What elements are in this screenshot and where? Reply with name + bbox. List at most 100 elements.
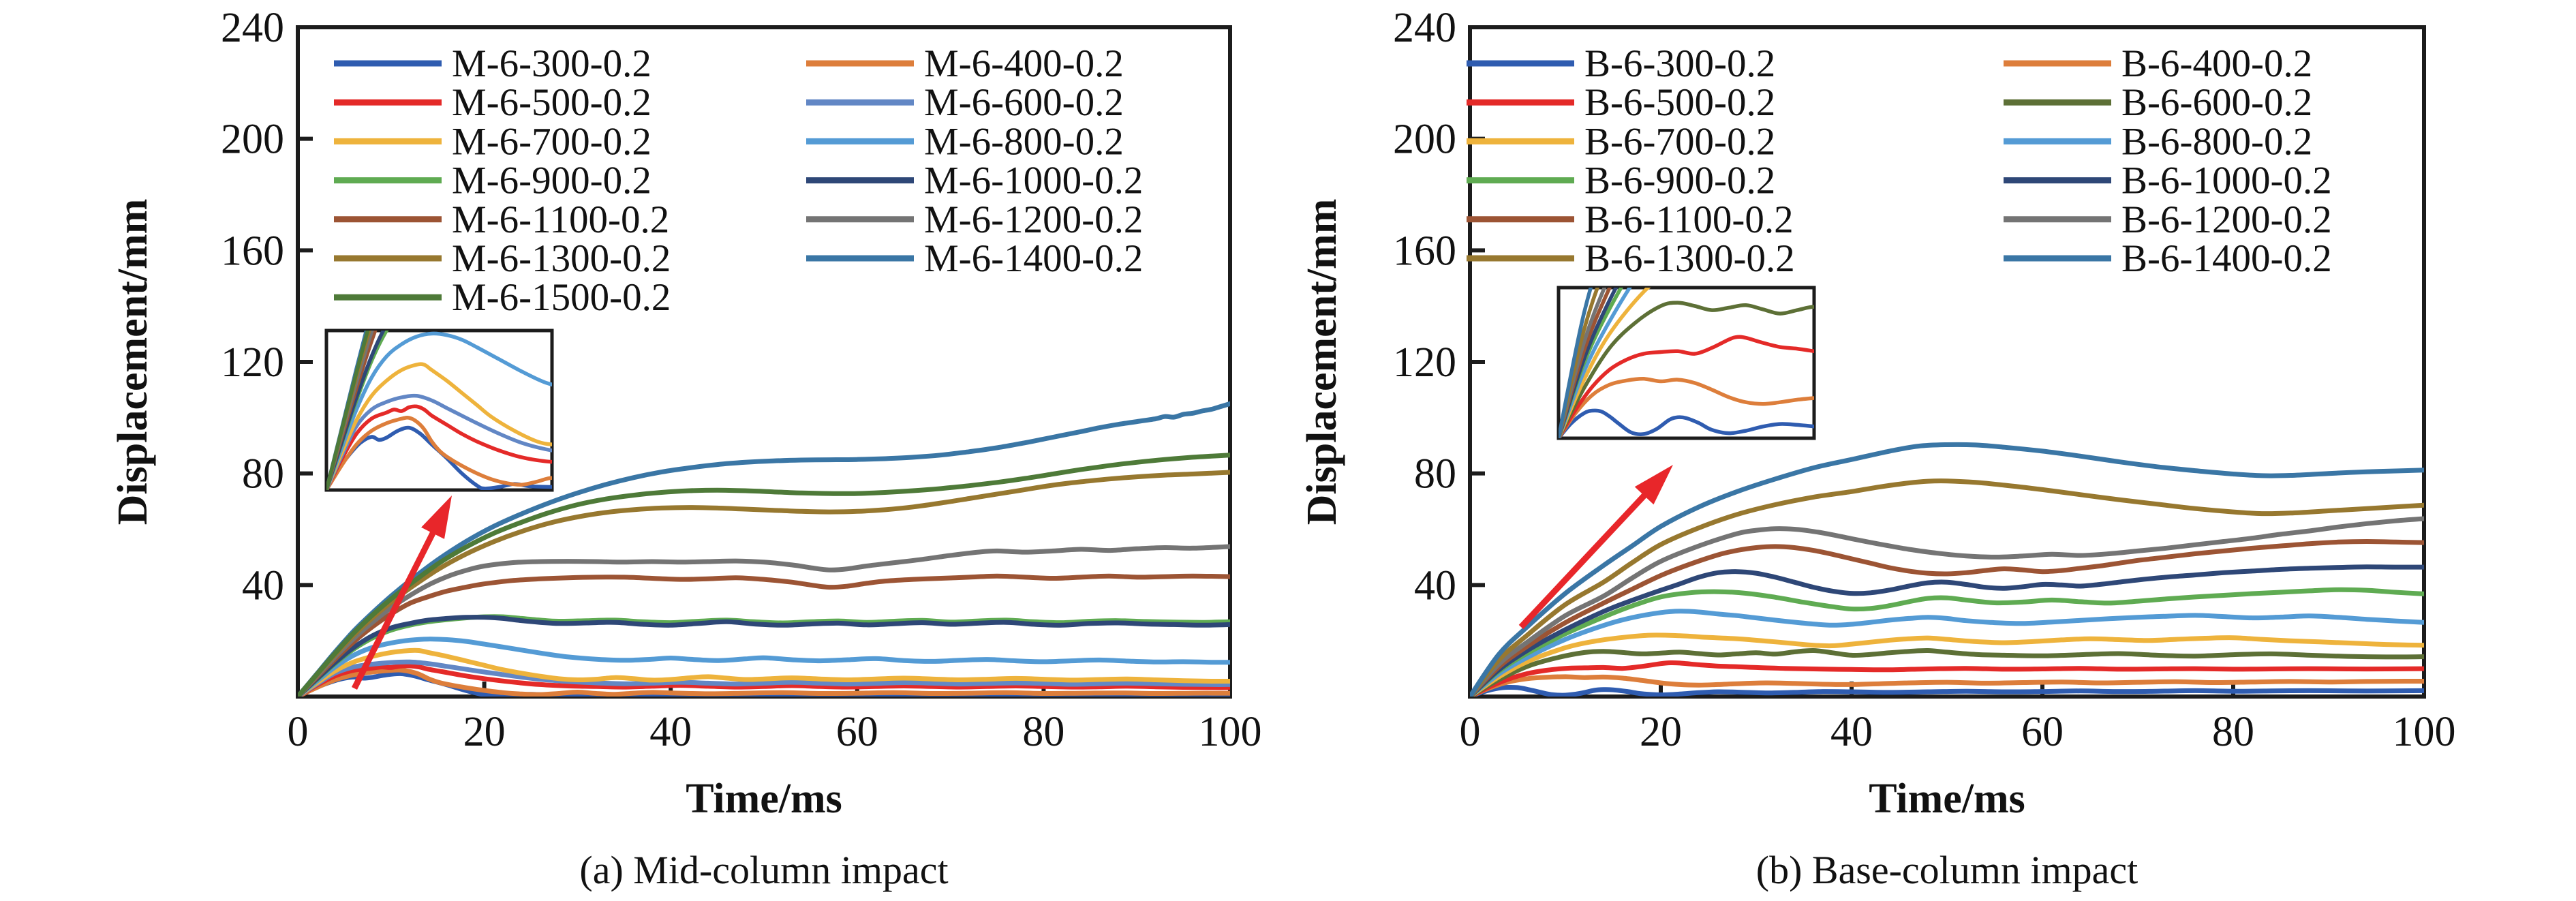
arrow-head: [1634, 465, 1673, 505]
legend: B-6-300-0.2B-6-500-0.2B-6-700-0.2B-6-900…: [1467, 42, 2332, 280]
legend-item: B-6-1000-0.2: [2004, 159, 2332, 202]
series-line-B-6-700-0.2: [1470, 632, 2424, 697]
legend-label: B-6-300-0.2: [1584, 42, 1775, 85]
inset-plot: [1557, 286, 1816, 440]
legend-item: M-6-600-0.2: [806, 81, 1124, 124]
legend-label: M-6-1400-0.2: [924, 237, 1143, 280]
y-tick-label: 40: [1414, 562, 1456, 609]
arrow-shaft: [351, 517, 444, 690]
legend-label: B-6-800-0.2: [2121, 120, 2312, 163]
legend-label: M-6-900-0.2: [452, 159, 651, 202]
legend-item: B-6-900-0.2: [1467, 159, 1775, 202]
y-tick-label: 240: [1393, 5, 1456, 51]
series-line-M-6-1400-0.2: [298, 401, 1230, 697]
legend-item: B-6-400-0.2: [2004, 42, 2312, 85]
inset-line-M-6-1000-0.2: [326, 331, 386, 490]
inset-plot: [324, 329, 554, 492]
series-line-B-6-600-0.2: [1470, 647, 2424, 697]
panel-a-x-axis-title: Time/ms: [686, 776, 842, 822]
y-tick-label: 80: [242, 451, 284, 498]
series-line-M-6-1300-0.2: [298, 470, 1230, 697]
series-curves: [1470, 442, 2424, 697]
legend-label: B-6-1300-0.2: [1584, 237, 1795, 280]
inset-line-B-6-1000-0.2: [1559, 288, 1619, 438]
series-line-B-6-1000-0.2: [1470, 564, 2424, 697]
y-tick-label: 240: [221, 5, 284, 51]
series-line-M-6-1100-0.2: [298, 573, 1230, 697]
series-line-M-6-700-0.2: [298, 647, 1230, 697]
legend-label: M-6-1300-0.2: [452, 237, 671, 280]
legend-label: B-6-1100-0.2: [1584, 198, 1794, 241]
legend-label: B-6-600-0.2: [2121, 81, 2312, 124]
series-line-B-6-300-0.2: [1470, 684, 2424, 697]
series-line-M-6-1000-0.2: [298, 615, 1230, 697]
legend: M-6-300-0.2M-6-500-0.2M-6-700-0.2M-6-900…: [334, 42, 1143, 319]
legend-item: M-6-900-0.2: [334, 159, 651, 202]
inset-line-B-6-700-0.2: [1559, 288, 1651, 438]
legend-label: M-6-1200-0.2: [924, 198, 1143, 241]
legend-label: M-6-1000-0.2: [924, 159, 1143, 202]
x-tick-label: 40: [649, 709, 692, 755]
legend-item: B-6-1300-0.2: [1467, 237, 1795, 280]
x-tick-label: 20: [1640, 709, 1682, 755]
arrow-shaft: [1518, 481, 1658, 630]
inset-line-M-6-500-0.2: [326, 404, 552, 490]
series-line-B-6-400-0.2: [1470, 674, 2424, 697]
legend-item: B-6-600-0.2: [2004, 81, 2312, 124]
legend-item: M-6-1000-0.2: [806, 159, 1143, 202]
inset-line-B-6-400-0.2: [1559, 377, 1814, 438]
x-tick-label: 20: [463, 709, 506, 755]
inset-line-B-6-600-0.2: [1559, 301, 1814, 438]
series-line-M-6-400-0.2: [298, 667, 1230, 697]
series-line-B-6-1400-0.2: [1470, 442, 2424, 697]
axis-ticks: 40 80 120 160 200 240 0 20 40 60 80 100: [1393, 5, 2456, 755]
inset-line-M-6-1500-0.2: [326, 331, 370, 490]
inset-line-B-6-500-0.2: [1559, 335, 1814, 438]
legend-label: B-6-500-0.2: [1584, 81, 1775, 124]
legend-item: B-6-800-0.2: [2004, 120, 2312, 163]
series-line-B-6-500-0.2: [1470, 660, 2424, 697]
inset-line-B-6-1300-0.2: [1559, 288, 1600, 438]
legend-item: B-6-1400-0.2: [2004, 237, 2332, 280]
x-tick-label: 40: [1830, 709, 1873, 755]
y-tick-label: 160: [1393, 228, 1456, 274]
panel-a-y-axis-title: Displacement/mm: [110, 199, 156, 525]
panel-b-x-axis-title: Time/ms: [1869, 776, 2025, 822]
legend-label: M-6-800-0.2: [924, 120, 1124, 163]
legend-label: M-6-500-0.2: [452, 81, 651, 124]
inset-line-B-6-300-0.2: [1559, 408, 1814, 438]
inset-line-B-6-1200-0.2: [1559, 288, 1607, 438]
legend-item: M-6-300-0.2: [334, 42, 651, 85]
x-tick-label: 100: [1199, 709, 1262, 755]
legend-label: M-6-1100-0.2: [452, 198, 669, 241]
inset-line-M-6-600-0.2: [326, 393, 552, 490]
x-tick-label: 60: [2021, 709, 2064, 755]
legend-label: B-6-1400-0.2: [2121, 237, 2332, 280]
x-tick-label: 0: [288, 709, 309, 755]
legend-label: M-6-600-0.2: [924, 81, 1124, 124]
arrow-head: [421, 495, 452, 539]
legend-label: M-6-1500-0.2: [452, 276, 671, 319]
inset-line-M-6-800-0.2: [326, 331, 552, 490]
y-tick-label: 200: [221, 117, 284, 163]
series-line-M-6-500-0.2: [298, 663, 1230, 697]
panel-b-caption: (b) Base-column impact: [1756, 848, 2138, 892]
y-tick-label: 120: [221, 339, 284, 386]
inset-curves: [1559, 288, 1814, 438]
legend-item: M-6-800-0.2: [806, 120, 1124, 163]
inset-line-B-6-900-0.2: [1559, 288, 1624, 438]
legend-item: B-6-500-0.2: [1467, 81, 1775, 124]
legend-label: M-6-300-0.2: [452, 42, 651, 85]
x-tick-label: 100: [2393, 709, 2456, 755]
y-tick-label: 120: [1393, 339, 1456, 386]
legend-item: M-6-1100-0.2: [334, 198, 669, 241]
legend-item: M-6-1300-0.2: [334, 237, 671, 280]
series-line-B-6-800-0.2: [1470, 609, 2424, 697]
inset-curves: [326, 331, 552, 490]
legend-label: M-6-700-0.2: [452, 120, 651, 163]
